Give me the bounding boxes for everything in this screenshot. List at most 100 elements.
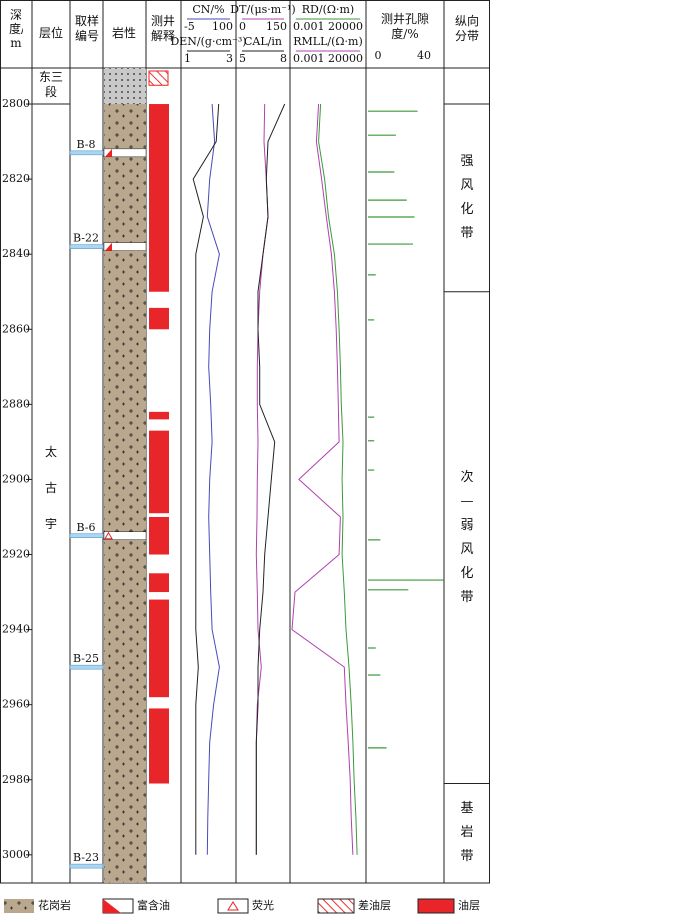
scale-min: 1 [184, 52, 191, 65]
grid-frame [0, 0, 490, 884]
depth-tick-label: 2920 [2, 548, 30, 561]
log-curve [255, 103, 286, 855]
sample-band [103, 242, 147, 251]
rich-oil-mark [105, 148, 112, 157]
log-curve [318, 103, 358, 855]
curve-name: CN/% [192, 3, 224, 16]
scale-max: 100 [212, 20, 233, 33]
header-zone: 纵向分带 [454, 14, 479, 43]
scale-min: 0.001 [293, 20, 325, 33]
zone-name: 次—弱风化带 [460, 469, 474, 605]
scale-min: -5 [184, 20, 195, 33]
depth-tick-label: 2880 [2, 397, 30, 410]
lithology-granite [104, 104, 146, 883]
header-interpretation: 测井解释 [150, 14, 175, 43]
formation-name: 太古宇 [44, 444, 57, 531]
formation-name: 太古宇 [44, 444, 57, 531]
sample-label: B-25 [73, 652, 99, 665]
legend-icon [417, 898, 455, 914]
zone-name: 基岩带 [460, 801, 474, 865]
depth-tick-label: 3000 [2, 848, 30, 861]
header-interpretation: 测井解释 [150, 14, 175, 43]
legend-icon [4, 899, 34, 913]
header-sample: 取样编号 [74, 14, 99, 43]
sample-marker [69, 533, 104, 539]
depth-tick-label: 2960 [2, 698, 30, 711]
legend-label: 富含油 [137, 898, 170, 912]
log-curve [206, 103, 220, 855]
depth-tick-label: 2860 [2, 322, 30, 335]
header-depth: 深度/m [9, 8, 23, 50]
scale-max: 150 [266, 20, 287, 33]
oil-layer [149, 708, 169, 784]
depth-tick-label: 2980 [2, 773, 30, 786]
log-curve [291, 103, 354, 855]
oil-layer [149, 104, 169, 292]
legend-label: 油层 [458, 898, 480, 912]
header-lithology: 岩性 [111, 26, 136, 40]
legend-icon [317, 898, 355, 914]
formation-name: 东三段 [38, 70, 63, 99]
porosity-scale-min: 0 [375, 49, 382, 62]
oil-layer [149, 430, 169, 514]
header-porosity: 测井孔隙度/% [380, 12, 429, 41]
scale-min: 5 [239, 52, 246, 65]
scale-min: 0.001 [293, 52, 325, 65]
fluorescence-mark [104, 531, 113, 540]
header-formation: 层位 [38, 26, 63, 40]
sample-label: B-6 [76, 521, 95, 534]
depth-tick-label: 2940 [2, 623, 30, 636]
sample-label: B-8 [76, 138, 95, 151]
oil-layer [149, 411, 169, 420]
sample-marker [69, 664, 104, 670]
legend-label: 花岗岩 [38, 898, 71, 912]
lithology-sand [104, 68, 146, 105]
legend-label: 差油层 [358, 898, 391, 912]
sample-band [103, 148, 147, 158]
poor-oil-layer [148, 70, 169, 86]
log-curve [192, 103, 220, 855]
depth-tick-label: 2820 [2, 172, 30, 185]
oil-layer [149, 573, 169, 593]
depth-tick-label: 2840 [2, 247, 30, 260]
curve-name: DEN/(g·cm⁻³) [170, 35, 246, 48]
scale-max: 20000 [328, 20, 363, 33]
legend-icon [103, 899, 121, 913]
curve-name: DT/(μs·m⁻¹) [230, 3, 295, 16]
zone-name: 基岩带 [460, 801, 474, 865]
header-formation: 层位 [38, 26, 63, 40]
legend-icon [217, 898, 249, 914]
curve-name: CAL/in [244, 35, 282, 48]
sample-marker [69, 150, 104, 156]
curve-name: RMLL/(Ω·m) [293, 35, 363, 48]
sample-label: B-22 [73, 232, 99, 245]
oil-layer [149, 307, 169, 330]
legend-icon [227, 901, 239, 911]
porosity-scale-max: 40 [417, 49, 431, 62]
oil-layer [149, 599, 169, 698]
header-porosity: 测井孔隙度/% [380, 12, 429, 41]
scale-max: 8 [280, 52, 287, 65]
scale-max: 20000 [328, 52, 363, 65]
header-lithology: 岩性 [111, 26, 136, 40]
sample-label: B-23 [73, 851, 99, 864]
curve-name: RD/(Ω·m) [302, 3, 354, 16]
sample-marker [69, 244, 104, 249]
zone-name: 强风化带 [460, 153, 474, 241]
zone-name: 次—弱风化带 [460, 469, 474, 605]
rich-oil-mark [105, 242, 112, 251]
zone-name: 强风化带 [460, 153, 474, 241]
sample-marker [69, 863, 104, 869]
scale-max: 3 [226, 52, 233, 65]
sample-band [103, 531, 147, 541]
scale-min: 0 [239, 20, 246, 33]
header-sample: 取样编号 [74, 14, 99, 43]
oil-layer [149, 516, 169, 555]
header-zone: 纵向分带 [454, 14, 479, 43]
depth-tick-label: 2800 [2, 97, 30, 110]
legend-label: 荧光 [252, 898, 274, 912]
header-depth: 深度/m [9, 8, 23, 50]
formation-name: 东三段 [38, 70, 63, 99]
depth-tick-label: 2900 [2, 472, 30, 485]
